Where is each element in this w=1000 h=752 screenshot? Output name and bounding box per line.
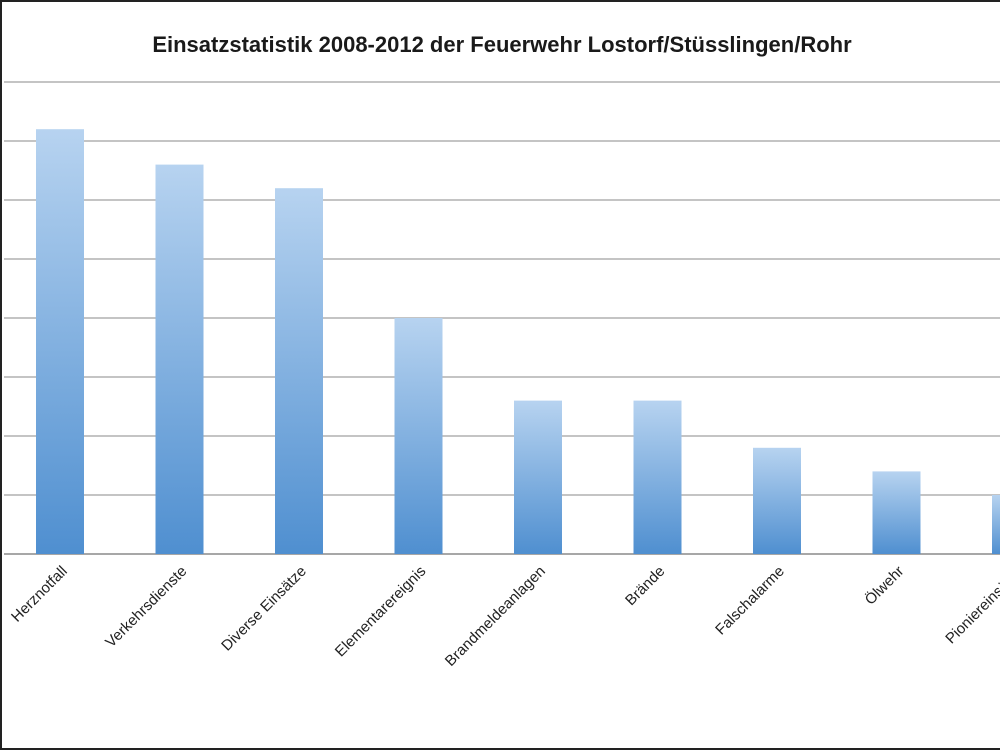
category-label: Brandmeldeanlagen (442, 563, 549, 670)
bar-ölwehr (872, 471, 921, 554)
bar-pioniereinsätze (992, 495, 1000, 554)
category-label: Elementarereignis (332, 563, 430, 661)
category-label: Diverse Einsätze (218, 563, 310, 655)
category-label: Herznotfall (8, 563, 71, 626)
bar-brandmeldeanlagen (514, 400, 562, 554)
bars (36, 129, 1000, 554)
category-labels: Herznotfall Verkehrsdienste Diverse Einsät… (8, 562, 1000, 670)
category-label: Verkehrsdienste (102, 563, 190, 651)
bar-herznotfall (36, 129, 84, 554)
category-label: Ölwehr (861, 562, 907, 608)
bar-brände (633, 400, 682, 554)
category-label: Brände (622, 563, 668, 609)
bar-elementarereignis (394, 318, 443, 554)
gridlines (4, 81, 1000, 555)
category-label: Pioniereinsätze (942, 563, 1000, 648)
bar-verkehrsdienste (155, 164, 204, 554)
chart-title: Einsatzstatistik 2008-2012 der Feuerwehr… (152, 32, 852, 57)
bar-diverse-einsätze (275, 188, 323, 554)
category-label: Falschalarme (712, 563, 788, 639)
bar-falschalarme (753, 447, 801, 554)
